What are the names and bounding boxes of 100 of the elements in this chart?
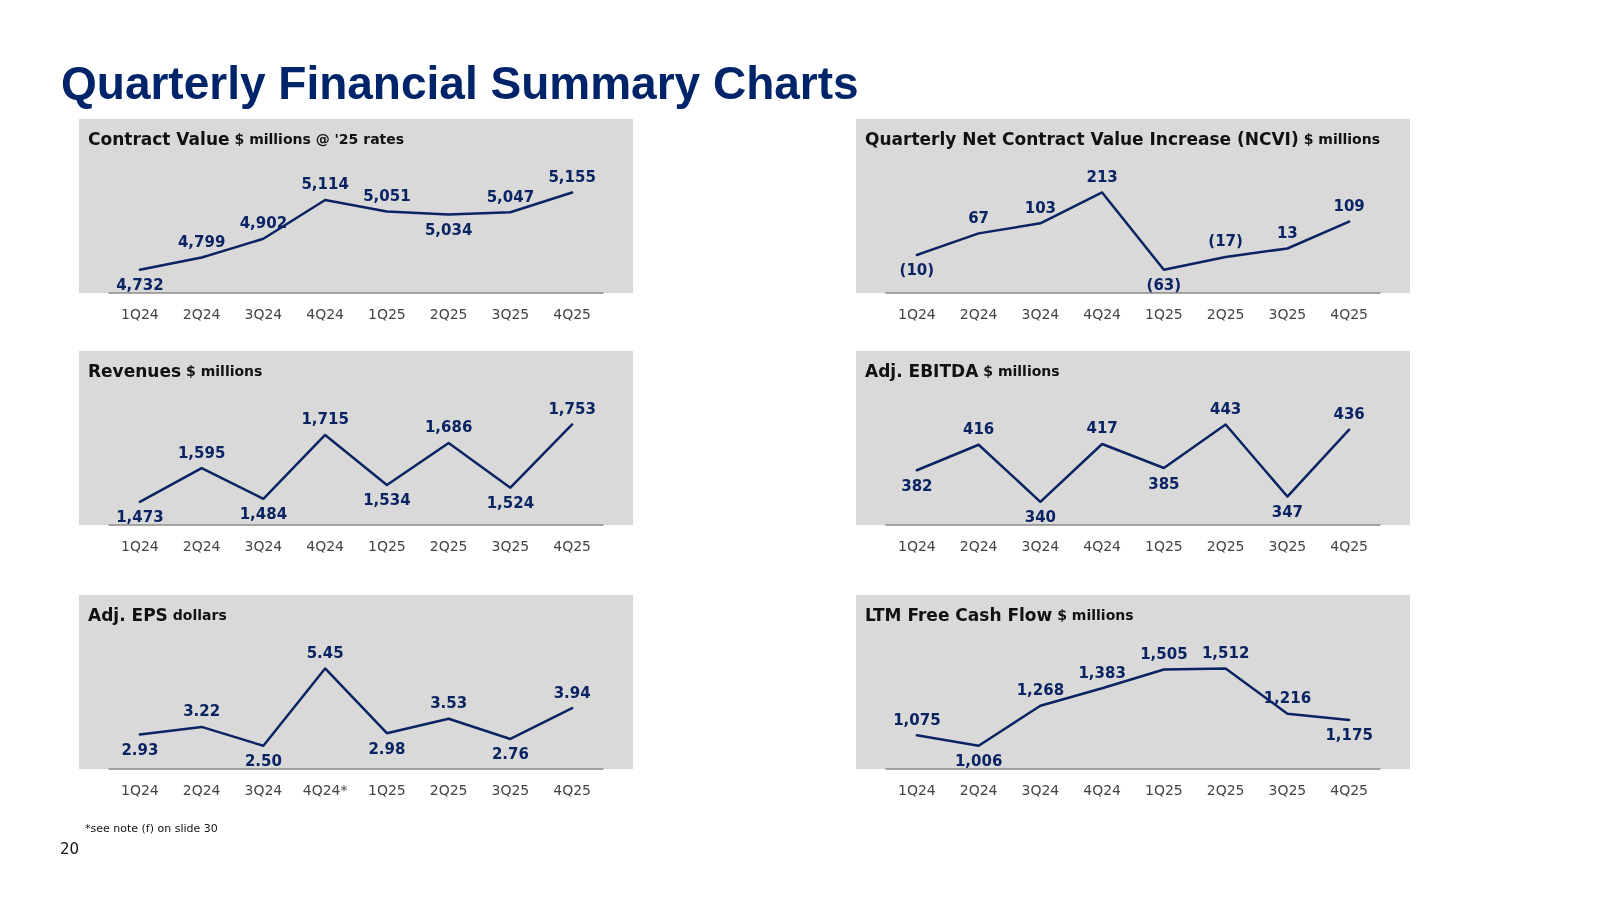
chart-subtitle: $ millions <box>1303 131 1381 147</box>
x-tick-label: 2Q25 <box>1206 306 1245 322</box>
chart-title: Revenues <box>88 361 182 381</box>
x-tick-label: 2Q24 <box>182 538 221 554</box>
x-tick-label: 4Q25 <box>1330 538 1368 554</box>
data-label: 1,753 <box>548 399 596 418</box>
x-tick-label: 1Q24 <box>898 538 936 554</box>
x-tick-label: 2Q24 <box>959 306 998 322</box>
x-tick-label: 3Q25 <box>491 538 530 554</box>
chart-title: Adj. EPS <box>88 605 168 625</box>
data-label: 1,512 <box>1201 643 1250 662</box>
data-label: 1,473 <box>116 508 164 527</box>
data-label: 1,534 <box>363 491 411 510</box>
data-label: 2.93 <box>121 741 159 760</box>
x-tick-label: 3Q25 <box>1268 538 1307 554</box>
x-tick-label: 2Q25 <box>429 782 468 798</box>
data-label: (63) <box>1146 276 1182 295</box>
x-tick-label: 3Q25 <box>1268 782 1307 798</box>
data-label: 4,902 <box>239 214 288 233</box>
data-label: 3.53 <box>430 694 468 713</box>
x-tick-label: 4Q24 <box>1083 306 1122 322</box>
data-label: 340 <box>1024 508 1057 527</box>
data-label: 213 <box>1086 167 1118 186</box>
data-label: 436 <box>1333 405 1365 424</box>
data-label: 4,732 <box>116 276 164 295</box>
data-label: 1,268 <box>1016 681 1065 700</box>
x-tick-label: 2Q25 <box>429 538 468 554</box>
text: Quarterly Financial Summary Charts <box>61 56 859 110</box>
x-tick-label: 1Q25 <box>1145 306 1183 322</box>
x-tick-label: 4Q25 <box>1330 306 1368 322</box>
data-label: 13 <box>1276 224 1298 243</box>
x-tick-label: 3Q24 <box>244 306 283 322</box>
x-tick-label: 2Q25 <box>429 306 468 322</box>
x-tick-label: 4Q25 <box>1330 782 1368 798</box>
x-tick-label: 1Q24 <box>898 306 936 322</box>
x-tick-label: 4Q24 <box>306 306 345 322</box>
data-label: 443 <box>1209 399 1242 418</box>
data-label: 5,155 <box>548 167 596 186</box>
data-label: 1,175 <box>1325 726 1373 745</box>
chart-subtitle: $ millions @ '25 rates <box>234 131 405 147</box>
data-label: 5,047 <box>486 187 535 206</box>
data-label: 1,505 <box>1140 645 1188 664</box>
data-label: 1,484 <box>239 505 288 524</box>
data-label: 417 <box>1086 419 1118 438</box>
data-label: 2.98 <box>368 739 406 758</box>
text: 20 <box>60 840 80 858</box>
x-tick-label: 3Q25 <box>1268 306 1307 322</box>
chart-subtitle: dollars <box>172 607 227 623</box>
x-tick-label: 3Q25 <box>491 306 530 322</box>
data-label: 382 <box>901 476 933 495</box>
x-tick-label: 1Q25 <box>368 538 406 554</box>
data-label: 5.45 <box>306 643 344 662</box>
data-label: 5,051 <box>363 186 411 205</box>
x-tick-label: 4Q24* <box>302 782 348 798</box>
data-label: 3.22 <box>183 702 221 721</box>
x-tick-label: 2Q25 <box>1206 538 1245 554</box>
x-tick-label: 4Q24 <box>1083 782 1122 798</box>
data-label: 1,216 <box>1263 689 1312 708</box>
x-tick-label: 1Q25 <box>1145 538 1183 554</box>
x-tick-label: 4Q25 <box>553 538 591 554</box>
x-tick-label: 1Q25 <box>368 782 406 798</box>
chart-title: LTM Free Cash Flow <box>865 605 1053 625</box>
data-label: 1,075 <box>893 710 941 729</box>
x-tick-label: 2Q25 <box>1206 782 1245 798</box>
data-label: 2.50 <box>244 752 282 771</box>
data-label: 1,383 <box>1078 663 1126 682</box>
data-label: 1,686 <box>424 418 473 437</box>
data-label: 1,524 <box>486 494 535 513</box>
x-tick-label: 4Q24 <box>306 538 345 554</box>
x-tick-label: 4Q25 <box>553 782 591 798</box>
data-label: 5,034 <box>424 221 473 240</box>
data-label: (10) <box>899 261 935 280</box>
x-tick-label: 3Q24 <box>1021 782 1060 798</box>
chart-subtitle: $ millions <box>1057 607 1134 623</box>
x-tick-label: 4Q24 <box>1083 538 1122 554</box>
x-tick-label: 1Q24 <box>121 306 159 322</box>
data-label: 109 <box>1333 197 1365 216</box>
x-tick-label: 1Q25 <box>368 306 406 322</box>
x-tick-label: 2Q24 <box>182 782 221 798</box>
data-label: 4,799 <box>177 233 226 252</box>
data-label: 1,595 <box>177 443 226 462</box>
data-label: 3.94 <box>553 683 591 702</box>
chart-subtitle: $ millions <box>983 363 1060 379</box>
data-label: 103 <box>1024 198 1057 217</box>
data-label: 416 <box>962 420 995 439</box>
x-tick-label: 1Q24 <box>121 538 159 554</box>
data-label: 5,114 <box>301 175 349 194</box>
chart-subtitle: $ millions <box>186 363 263 379</box>
x-tick-label: 3Q24 <box>1021 538 1060 554</box>
text: *see note (f) on slide 30 <box>85 822 218 835</box>
x-tick-label: 2Q24 <box>182 306 221 322</box>
x-tick-label: 1Q25 <box>1145 782 1183 798</box>
data-label: 1,715 <box>301 410 349 429</box>
x-tick-label: 3Q25 <box>491 782 530 798</box>
x-tick-label: 4Q25 <box>553 306 591 322</box>
data-label: 2.76 <box>491 745 529 764</box>
x-tick-label: 3Q24 <box>244 538 283 554</box>
data-label: 347 <box>1271 503 1304 522</box>
x-tick-label: 1Q24 <box>121 782 159 798</box>
data-label: 1,006 <box>954 752 1003 771</box>
